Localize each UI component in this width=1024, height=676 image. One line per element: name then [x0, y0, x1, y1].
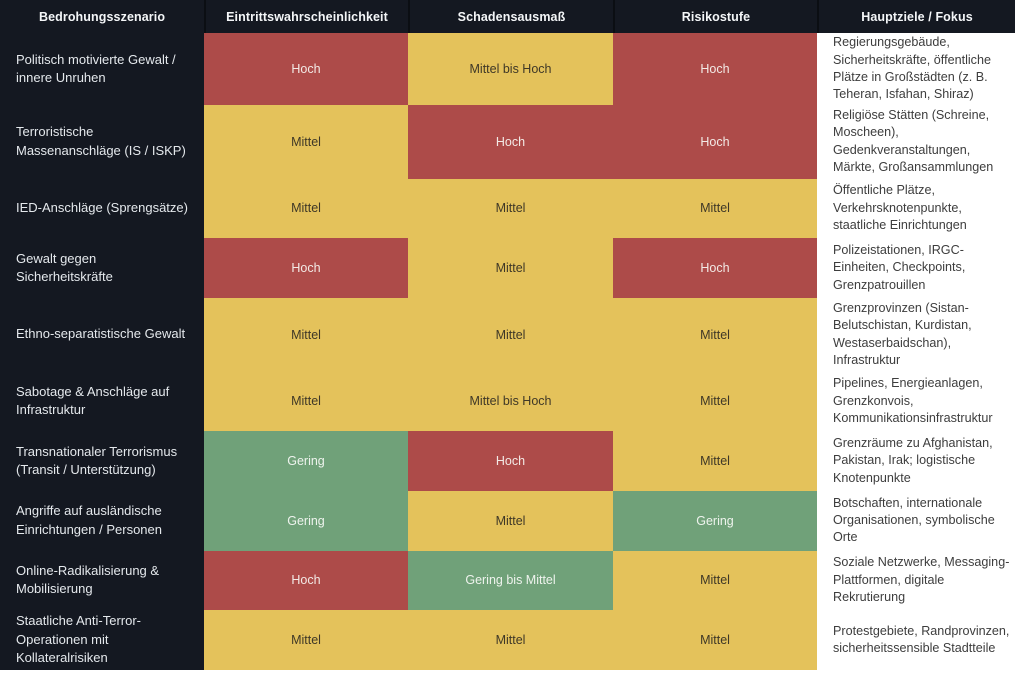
- scenario-cell-row-8: Angriffe auf ausländische Einrichtungen …: [0, 490, 204, 551]
- probability-cell-row-3: Mittel: [204, 178, 408, 239]
- damage-cell-row-4: Mittel: [408, 238, 613, 298]
- targets-cell-row-6: Pipelines, Energieanlagen, Grenzkonvois,…: [817, 371, 1024, 432]
- probability-cell-row-1: Hoch: [204, 33, 408, 105]
- damage-cell-row-1: Mittel bis Hoch: [408, 33, 613, 105]
- risk-cell-row-4: Hoch: [613, 238, 817, 298]
- scenario-cell-row-1: Politisch motivierte Gewalt / innere Unr…: [0, 33, 204, 105]
- scenario-cell-row-3: IED-Anschläge (Sprengsätze): [0, 178, 204, 239]
- probability-cell-row-9: Hoch: [204, 550, 408, 611]
- probability-cell-row-10: Mittel: [204, 610, 408, 670]
- targets-cell-row-2: Religiöse Stätten (Schreine, Moscheen), …: [817, 105, 1024, 179]
- scenario-cell-row-7: Transnationaler Terrorismus (Transit / U…: [0, 431, 204, 491]
- damage-cell-row-8: Mittel: [408, 490, 613, 551]
- probability-cell-row-7: Gering: [204, 431, 408, 491]
- scenario-cell-row-10: Staatliche Anti-Terror-Operationen mit K…: [0, 610, 204, 670]
- column-header-damage: Schadensausmaß: [408, 0, 613, 33]
- scenario-cell-row-9: Online-Radikalisierung & Mobilisierung: [0, 550, 204, 611]
- column-header-scenario: Bedrohungsszenario: [0, 0, 204, 33]
- damage-cell-row-3: Mittel: [408, 178, 613, 239]
- scenario-cell-row-4: Gewalt gegen Sicherheitskräfte: [0, 238, 204, 298]
- risk-cell-row-10: Mittel: [613, 610, 817, 670]
- targets-cell-row-5: Grenzprovinzen (Sistan-Belutschistan, Ku…: [817, 297, 1024, 372]
- scenario-cell-row-2: Terroristische Massenanschläge (IS / ISK…: [0, 105, 204, 179]
- damage-cell-row-9: Gering bis Mittel: [408, 550, 613, 611]
- damage-cell-row-7: Hoch: [408, 431, 613, 491]
- targets-cell-row-3: Öffentliche Plätze, Verkehrsknotenpunkte…: [817, 178, 1024, 239]
- column-header-targets: Hauptziele / Fokus: [817, 0, 1015, 33]
- targets-cell-row-7: Grenzräume zu Afghanistan, Pakistan, Ira…: [817, 431, 1024, 491]
- damage-cell-row-2: Hoch: [408, 105, 613, 179]
- column-header-probability: Eintrittswahrscheinlichkeit: [204, 0, 408, 33]
- damage-cell-row-5: Mittel: [408, 297, 613, 372]
- risk-cell-row-6: Mittel: [613, 371, 817, 432]
- risk-cell-row-5: Mittel: [613, 297, 817, 372]
- risk-cell-row-3: Mittel: [613, 178, 817, 239]
- scenario-cell-row-6: Sabotage & Anschläge auf Infrastruktur: [0, 371, 204, 432]
- risk-cell-row-1: Hoch: [613, 33, 817, 105]
- probability-cell-row-8: Gering: [204, 490, 408, 551]
- targets-cell-row-8: Botschaften, internationale Organisation…: [817, 490, 1024, 551]
- scenario-cell-row-5: Ethno-separatistische Gewalt: [0, 297, 204, 372]
- targets-cell-row-10: Protestgebiete, Randprovinzen, sicherhei…: [817, 610, 1024, 670]
- probability-cell-row-5: Mittel: [204, 297, 408, 372]
- probability-cell-row-4: Hoch: [204, 238, 408, 298]
- risk-cell-row-7: Mittel: [613, 431, 817, 491]
- targets-cell-row-9: Soziale Netzwerke, Messaging-Plattformen…: [817, 550, 1024, 611]
- targets-cell-row-4: Polizeistationen, IRGC-Einheiten, Checkp…: [817, 238, 1024, 298]
- targets-cell-row-1: Regierungsgebäude, Sicherheitskräfte, öf…: [817, 33, 1024, 105]
- damage-cell-row-10: Mittel: [408, 610, 613, 670]
- risk-cell-row-8: Gering: [613, 490, 817, 551]
- risk-cell-row-9: Mittel: [613, 550, 817, 611]
- probability-cell-row-2: Mittel: [204, 105, 408, 179]
- probability-cell-row-6: Mittel: [204, 371, 408, 432]
- damage-cell-row-6: Mittel bis Hoch: [408, 371, 613, 432]
- column-header-risk: Risikostufe: [613, 0, 817, 33]
- risk-cell-row-2: Hoch: [613, 105, 817, 179]
